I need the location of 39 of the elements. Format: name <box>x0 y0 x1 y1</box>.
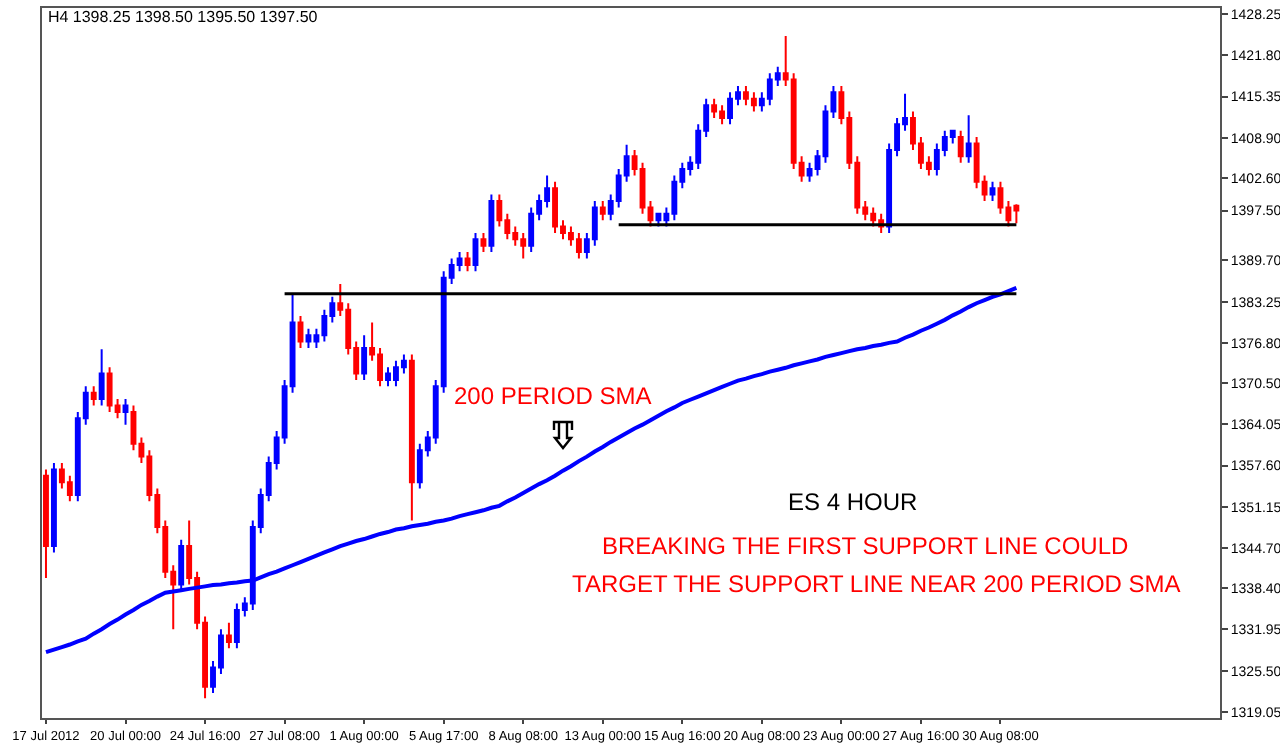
candlestick <box>711 97 718 119</box>
candlestick <box>90 385 97 407</box>
candlestick <box>552 180 558 234</box>
candlestick <box>520 231 527 260</box>
candlestick <box>464 251 471 273</box>
candlestick <box>750 91 757 113</box>
annotation: ES 4 HOUR <box>788 488 919 516</box>
candlestick <box>361 334 368 381</box>
annotation: TARGET THE SUPPORT LINE NEAR 200 PERIOD SMA <box>572 570 1181 598</box>
candlestick <box>106 366 113 413</box>
candlestick <box>122 398 129 426</box>
candlestick <box>989 180 996 202</box>
chart-title: H4 1398.25 1398.50 1395.50 1397.50 <box>47 8 319 27</box>
annotation: 200 PERIOD SMA <box>454 382 652 410</box>
candlestick <box>43 468 49 580</box>
candlestick <box>575 231 582 260</box>
candlestick <box>480 231 487 254</box>
candlestick <box>305 327 312 349</box>
candlestick <box>766 72 773 107</box>
candlestick <box>472 231 479 273</box>
candlestick <box>599 200 606 222</box>
candlestick <box>719 104 726 126</box>
candlestick <box>870 206 877 228</box>
candlestick <box>50 462 57 554</box>
candlestick <box>957 129 964 164</box>
candlestick <box>225 621 232 650</box>
annotation: BREAKING THE FIRST SUPPORT LINE COULD <box>602 532 1130 560</box>
candlestick <box>727 91 733 126</box>
candlestick <box>297 315 304 349</box>
candlestick <box>1013 203 1020 225</box>
candlestick <box>233 602 240 650</box>
candlestick <box>965 114 972 164</box>
candlestick <box>393 359 399 388</box>
candlestick <box>385 366 391 388</box>
candlestick <box>98 348 105 407</box>
candlestick <box>178 538 185 592</box>
candlestick <box>488 193 495 254</box>
candlestick <box>742 84 749 107</box>
candlestick <box>408 353 415 522</box>
